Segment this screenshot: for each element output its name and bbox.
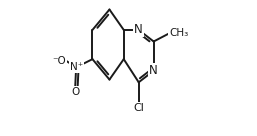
Text: N: N bbox=[134, 23, 143, 36]
Text: Cl: Cl bbox=[133, 103, 144, 113]
Text: CH₃: CH₃ bbox=[169, 28, 189, 38]
Text: N: N bbox=[149, 64, 158, 77]
Text: ⁻O: ⁻O bbox=[52, 55, 66, 66]
Text: N⁺: N⁺ bbox=[69, 62, 83, 72]
Text: O: O bbox=[71, 87, 79, 97]
